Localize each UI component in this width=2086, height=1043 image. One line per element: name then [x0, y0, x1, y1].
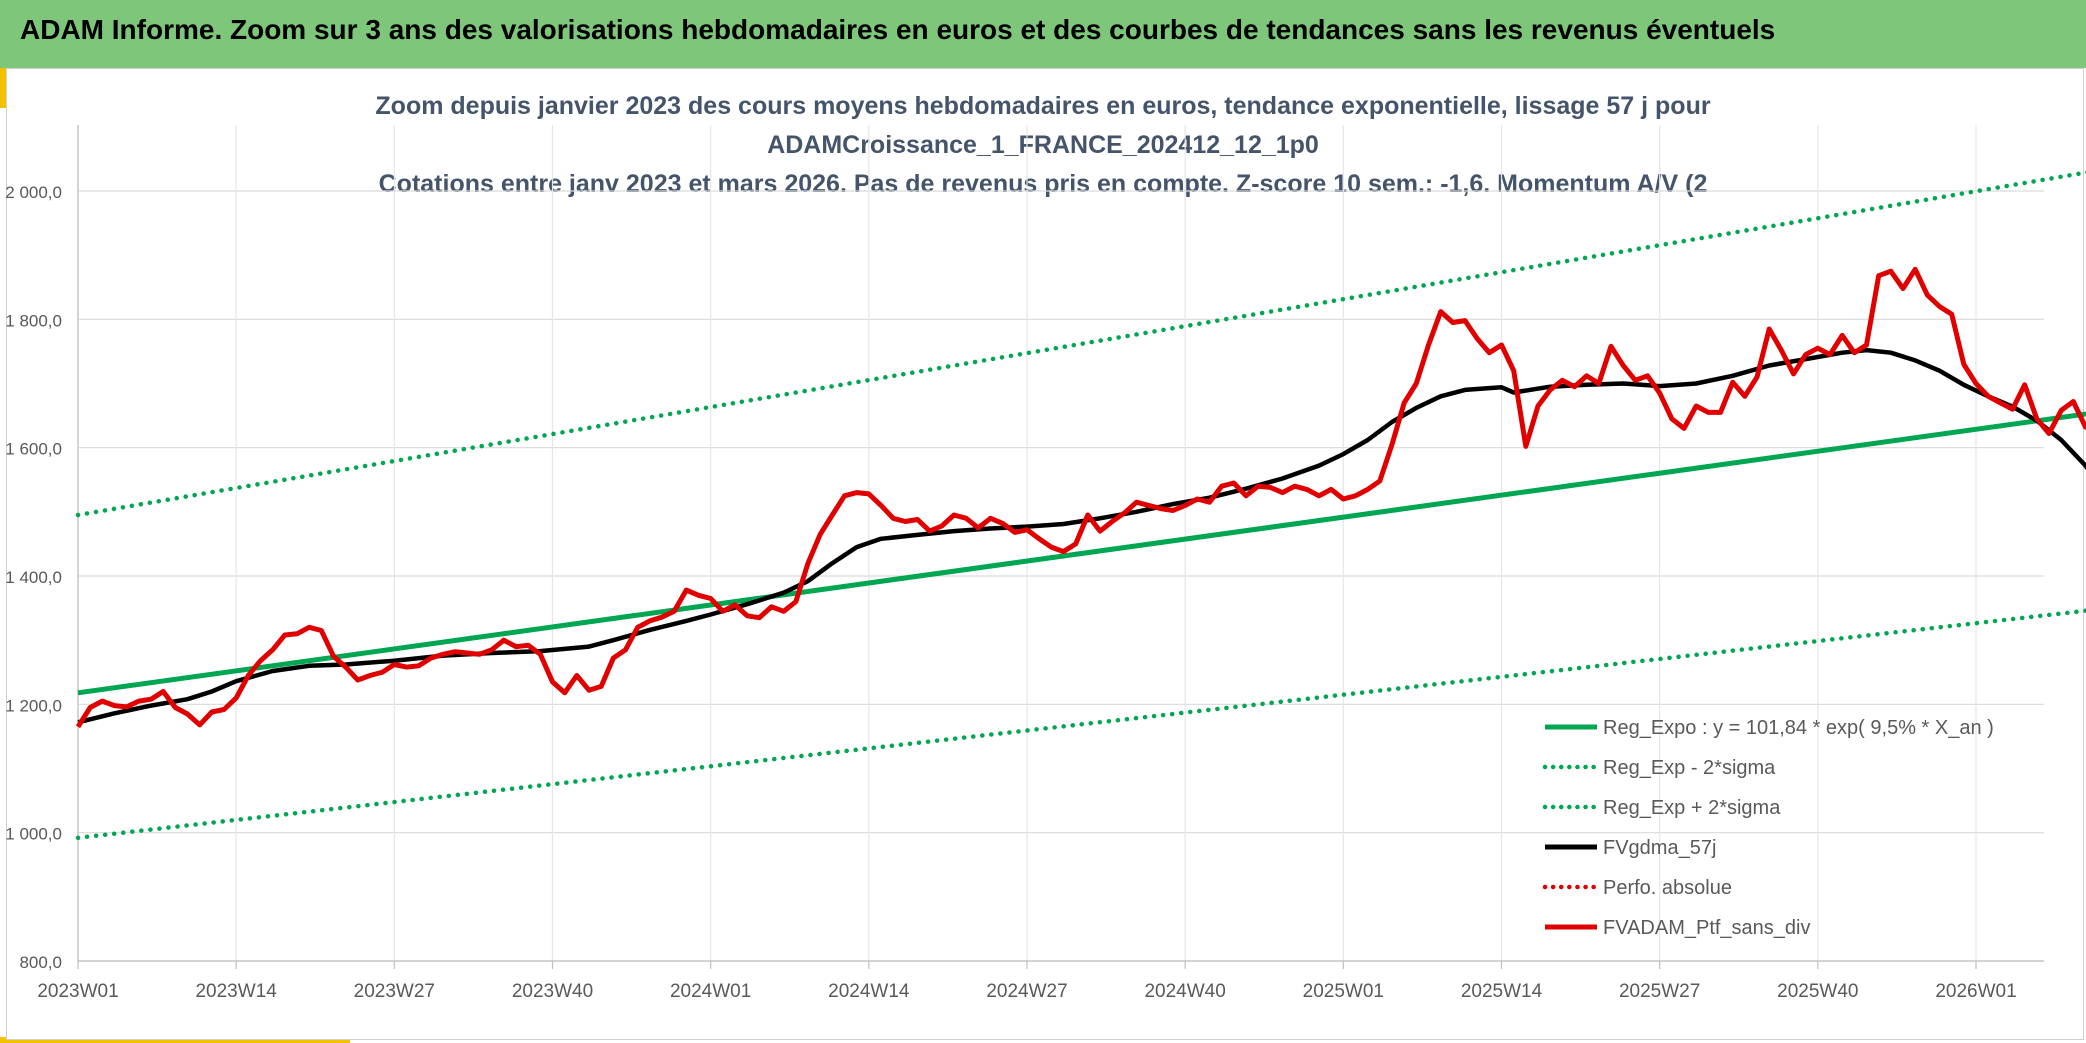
legend-label: Reg_Exp + 2*sigma [1603, 797, 1781, 819]
accent-bar-bottom [0, 1037, 350, 1043]
series-line-reg_exp [75, 608, 2086, 841]
chart-title-line-1: Zoom depuis janvier 2023 des cours moyen… [375, 92, 1711, 120]
x-tick-label: 2025W40 [1777, 981, 1858, 1002]
x-tick-label: 2026W01 [1935, 981, 2016, 1002]
y-tick-label: 1 400,0 [5, 568, 62, 587]
page-title: ADAM Informe. Zoom sur 3 ans des valoris… [20, 14, 1776, 45]
x-tick-label: 2025W27 [1619, 981, 1700, 1002]
y-tick-label: 800,0 [19, 953, 62, 972]
x-tick-label: 2023W01 [37, 981, 118, 1002]
x-tick-label: 2023W27 [354, 981, 435, 1002]
header-bar: ADAM Informe. Zoom sur 3 ans des valoris… [0, 0, 2086, 68]
y-tick-label: 1 200,0 [5, 696, 62, 715]
x-tick-label: 2024W40 [1144, 981, 1225, 1002]
series-line-fvgdma_57j [77, 347, 2086, 725]
y-tick-label: 1 000,0 [5, 825, 62, 844]
x-tick-label: 2025W01 [1303, 981, 1384, 1002]
x-tick-label: 2024W01 [670, 981, 751, 1002]
series-line-fvadam_ptf_sans_div [75, 266, 2086, 729]
accent-bar-left [0, 68, 6, 108]
x-tick-label: 2023W14 [195, 981, 277, 1002]
chart-title-line-3: Cotations entre janv 2023 et mars 2026. … [378, 170, 1708, 198]
legend-label: FVADAM_Ptf_sans_div [1603, 917, 1811, 939]
legend-label: Reg_Exp - 2*sigma [1603, 757, 1776, 779]
y-tick-label: 1 800,0 [5, 311, 62, 330]
y-tick-label: 2 000,0 [5, 183, 62, 202]
legend-label: Perfo. absolue [1603, 877, 1732, 899]
chart-title-line-2: ADAMCroissance_1_FRANCE_202412_12_1p0 [767, 131, 1319, 159]
x-tick-label: 2025W14 [1461, 981, 1543, 1002]
series-line-reg_expo [77, 411, 2086, 696]
x-tick-label: 2023W40 [512, 981, 593, 1002]
series-line-reg_exp [75, 170, 2086, 518]
x-tick-label: 2024W27 [986, 981, 1067, 1002]
y-tick-label: 1 600,0 [5, 440, 62, 459]
legend-label: Reg_Expo : y = 101,84 * exp( 9,5% * X_an… [1603, 717, 1994, 739]
legend-label: FVgdma_57j [1603, 837, 1716, 859]
x-tick-label: 2024W14 [828, 981, 910, 1002]
